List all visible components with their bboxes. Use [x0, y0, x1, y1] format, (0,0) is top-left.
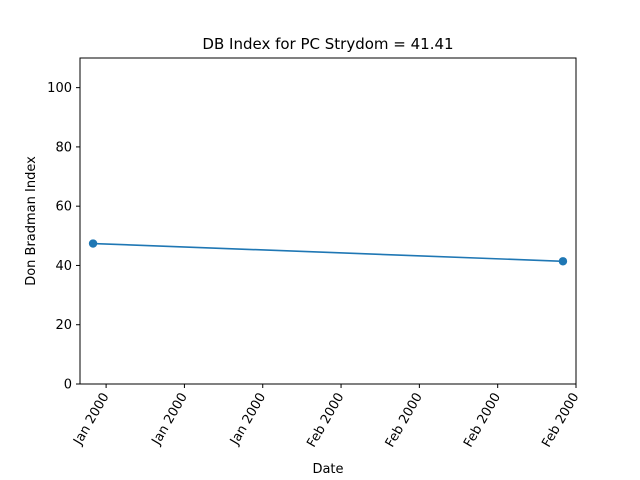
data-point: [558, 257, 568, 266]
y-tick-label: 20: [55, 318, 72, 333]
x-tick-label: Feb 2000: [304, 391, 347, 451]
x-tick-label: Jan 2000: [70, 391, 112, 449]
y-tick-label: 80: [55, 140, 72, 155]
y-axis-title: Don Bradman Index: [24, 156, 39, 286]
x-tick-label: Jan 2000: [149, 391, 191, 449]
data-point: [88, 239, 98, 248]
y-tick-label: 60: [55, 200, 72, 215]
series-line: [93, 242, 563, 263]
plot-area: 0 20 40 60 80 100 Jan 2000 Jan 2000 Jan 2000 Feb …: [47, 57, 582, 451]
y-tick-label: 40: [55, 259, 72, 274]
x-tick-label: Feb 2000: [461, 391, 504, 451]
x-tick-label: Feb 2000: [539, 391, 582, 451]
y-tick-label: 100: [47, 81, 72, 96]
plot-frame: [79, 57, 577, 385]
chart-title: DB Index for PC Strydom = 41.41: [202, 35, 453, 53]
x-tick-label: Feb 2000: [383, 391, 426, 451]
y-tick-label: 0: [64, 378, 72, 393]
x-tick-label: Jan 2000: [227, 391, 269, 449]
x-axis-title: Date: [312, 462, 343, 477]
